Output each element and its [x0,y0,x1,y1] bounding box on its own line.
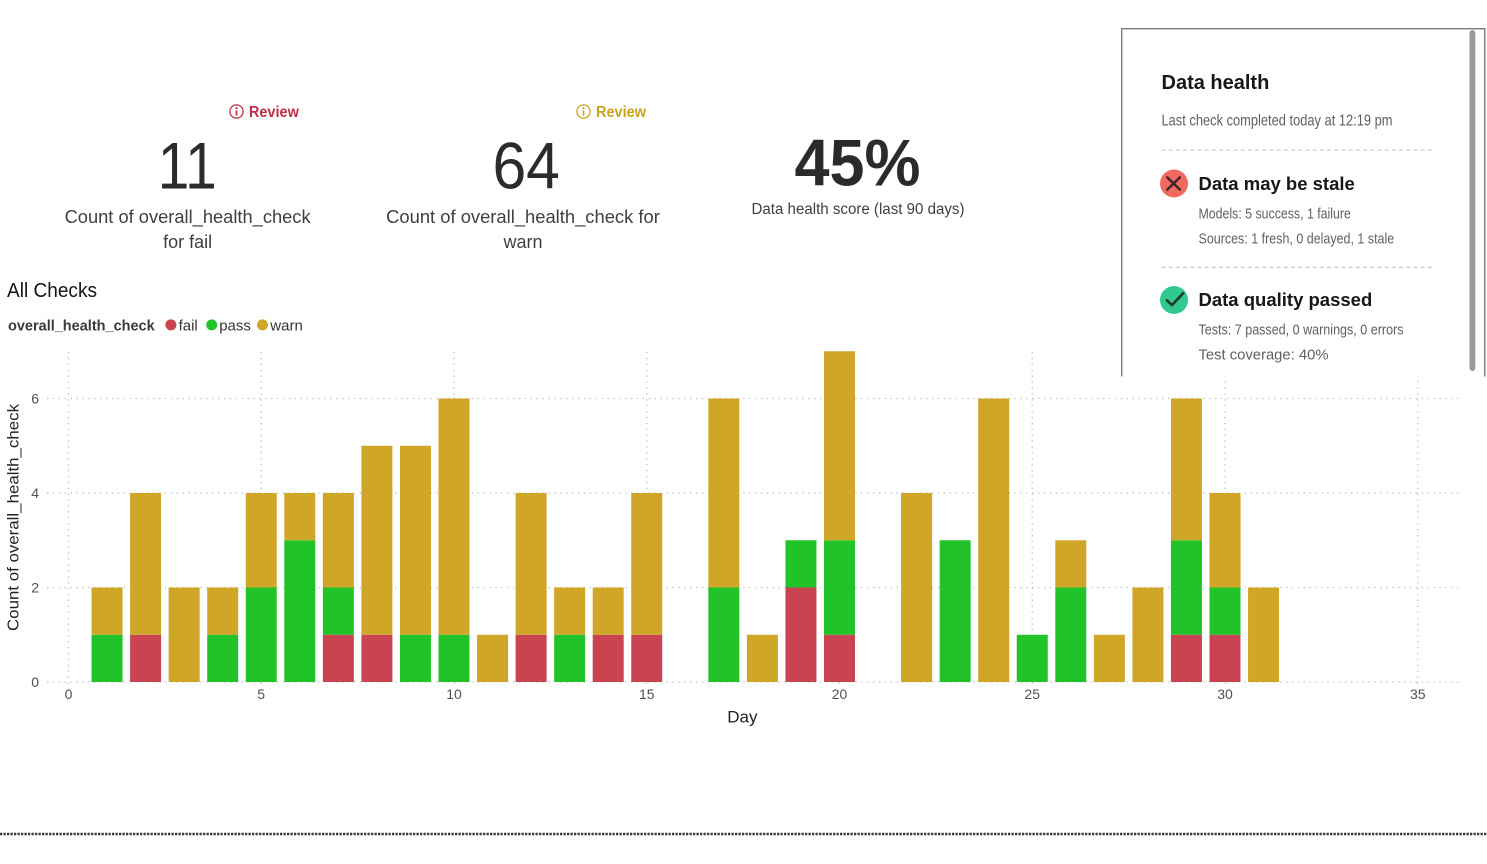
svg-text:Count of overall_health_check: Count of overall_health_check for [386,207,660,228]
svg-text:64: 64 [492,129,560,203]
svg-text:10: 10 [446,686,462,702]
svg-text:fail: fail [179,317,198,334]
svg-text:Review: Review [596,104,647,121]
svg-text:All Checks: All Checks [7,279,97,302]
svg-text:20: 20 [832,686,848,702]
svg-text:Count of overall_health_check: Count of overall_health_check [65,207,312,228]
svg-text:35: 35 [1410,686,1426,702]
svg-text:Models: 5 success, 1 failure: Models: 5 success, 1 failure [1199,206,1351,223]
svg-text:6: 6 [31,390,39,406]
svg-text:Day: Day [727,707,758,726]
svg-text:25: 25 [1024,686,1040,702]
svg-text:30: 30 [1217,686,1233,702]
svg-text:overall_health_check: overall_health_check [8,317,155,334]
svg-text:Review: Review [249,104,300,121]
svg-text:Data health: Data health [1162,72,1270,94]
svg-text:Data health score (last 90 day: Data health score (last 90 days) [752,201,965,218]
svg-text:for fail: for fail [163,232,212,252]
svg-text:Data may be stale: Data may be stale [1199,173,1355,194]
svg-text:11: 11 [158,129,217,203]
svg-text:0: 0 [65,686,73,702]
svg-text:45%: 45% [795,127,921,200]
svg-text:pass: pass [219,317,251,334]
svg-text:0: 0 [31,674,39,690]
svg-text:15: 15 [639,686,655,702]
svg-text:Sources: 1 fresh, 0 delayed, 1: Sources: 1 fresh, 0 delayed, 1 stale [1199,231,1395,248]
svg-text:5: 5 [257,686,265,702]
svg-text:warn: warn [269,317,303,334]
svg-text:warn: warn [502,232,542,252]
svg-text:Tests: 7 passed, 0 warnings, 0: Tests: 7 passed, 0 warnings, 0 errors [1199,322,1404,339]
svg-text:4: 4 [31,485,39,501]
svg-text:Count of overall_health_check: Count of overall_health_check [6,403,23,631]
svg-text:Test coverage: 40%: Test coverage: 40% [1199,347,1329,364]
svg-text:Data quality passed: Data quality passed [1199,289,1373,310]
svg-text:Last check completed today at: Last check completed today at 12:19 pm [1162,112,1393,129]
svg-text:2: 2 [31,579,39,595]
